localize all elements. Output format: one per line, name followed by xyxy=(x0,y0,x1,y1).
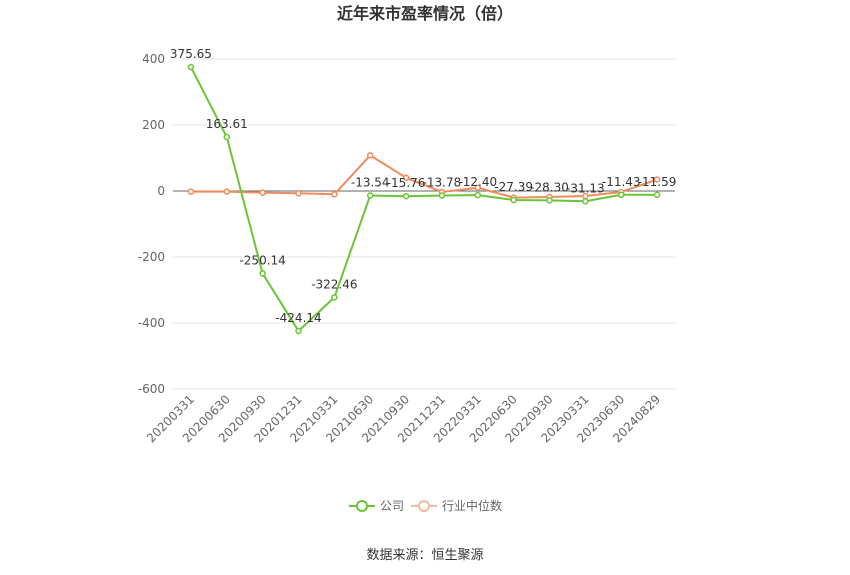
y-axis: 400 200 0 -200 -400 -600 xyxy=(138,52,165,396)
company-point[interactable] xyxy=(223,133,231,141)
data-label: -250.14 xyxy=(239,254,285,268)
industry-point[interactable] xyxy=(366,152,374,159)
data-label: -28.30 xyxy=(530,180,569,194)
industry-point[interactable] xyxy=(223,188,231,195)
y-tick-label: -600 xyxy=(138,382,165,396)
data-label: -13.54 xyxy=(351,175,390,189)
company-point[interactable] xyxy=(510,196,517,204)
industry-point[interactable] xyxy=(331,191,338,198)
data-label: -12.40 xyxy=(458,175,497,189)
data-label: -11.43 xyxy=(602,175,641,189)
x-axis: 2020033120200630202009302020123120210331… xyxy=(144,392,663,445)
series-layer xyxy=(187,63,661,335)
series-line-industry xyxy=(190,154,658,199)
grid-lines xyxy=(173,58,675,390)
legend[interactable]: 公司 行业中位数 xyxy=(349,498,502,513)
data-label: -322.46 xyxy=(311,277,357,291)
industry-point[interactable] xyxy=(259,189,266,196)
legend-item-industry[interactable]: 行业中位数 xyxy=(411,498,502,513)
company-point[interactable] xyxy=(546,197,553,204)
data-label: 163.61 xyxy=(206,117,248,131)
y-tick-label: 400 xyxy=(142,52,165,66)
company-point[interactable] xyxy=(474,191,482,199)
industry-point[interactable] xyxy=(474,184,482,191)
company-point[interactable] xyxy=(259,270,266,277)
data-source: 数据来源：恒生聚源 xyxy=(366,548,483,563)
y-tick-label: -400 xyxy=(138,316,165,330)
legend-industry-marker-icon xyxy=(418,500,430,512)
industry-point[interactable] xyxy=(402,174,410,182)
company-point[interactable] xyxy=(653,191,661,199)
chart-title: 近年来市盈率情况（倍） xyxy=(337,4,513,23)
data-labels: 375.65163.61-250.14-424.14-322.46-13.54-… xyxy=(170,47,676,325)
data-label: -31.13 xyxy=(566,181,605,195)
legend-industry-label: 行业中位数 xyxy=(442,498,502,513)
legend-item-company[interactable]: 公司 xyxy=(349,499,404,513)
company-point[interactable] xyxy=(295,327,302,335)
company-point[interactable] xyxy=(366,192,374,199)
company-point[interactable] xyxy=(617,191,625,199)
legend-company-label: 公司 xyxy=(380,499,404,513)
data-label: -424.14 xyxy=(275,311,321,325)
y-tick-label: -200 xyxy=(138,250,165,264)
industry-point[interactable] xyxy=(653,176,661,183)
industry-point[interactable] xyxy=(187,188,195,195)
y-tick-label: 200 xyxy=(142,118,165,132)
data-label: 375.65 xyxy=(170,47,212,61)
y-tick-label: 0 xyxy=(157,184,165,198)
company-point[interactable] xyxy=(438,192,446,199)
company-point[interactable] xyxy=(582,198,589,205)
data-label: -11.59 xyxy=(638,175,677,189)
company-point[interactable] xyxy=(402,192,410,200)
company-point[interactable] xyxy=(187,63,195,71)
data-label: -13.78 xyxy=(423,176,462,190)
series-line-company xyxy=(190,66,658,332)
data-label: -27.39 xyxy=(494,180,533,194)
industry-point[interactable] xyxy=(295,190,302,197)
legend-company-marker-icon xyxy=(356,500,368,512)
company-point[interactable] xyxy=(331,294,338,301)
data-label: -15.76 xyxy=(387,176,426,190)
